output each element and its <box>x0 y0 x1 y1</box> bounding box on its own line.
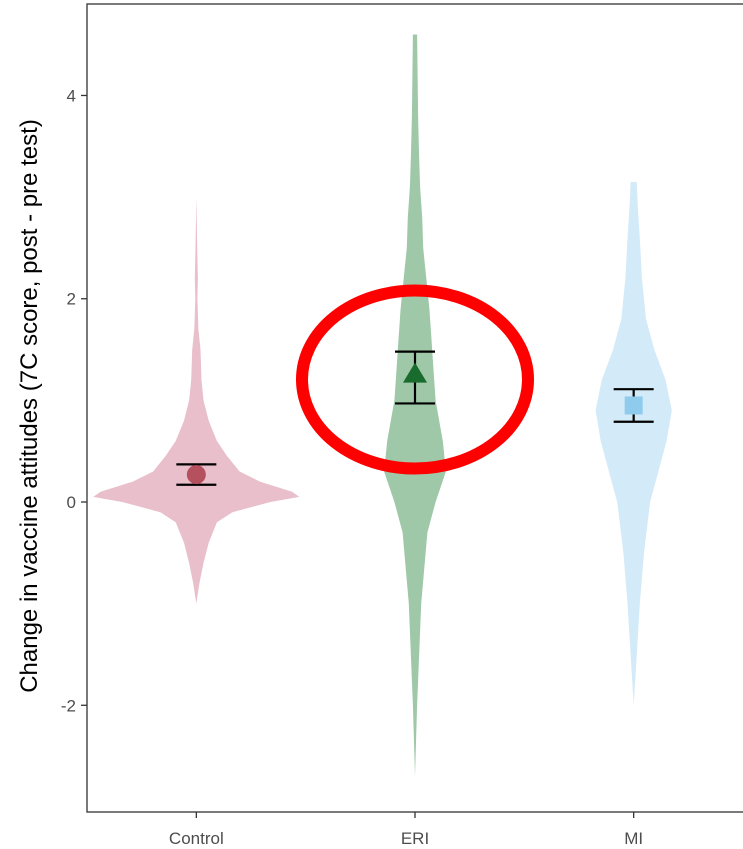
x-axis: Control ERI MI <box>169 812 643 848</box>
violin-layer <box>93 34 672 777</box>
panel-border <box>86 3 743 813</box>
y-tick-label: 4 <box>67 86 76 105</box>
x-tick-label-control: Control <box>169 829 224 848</box>
mean-point-control <box>186 465 206 485</box>
x-tick-label-mi: MI <box>624 829 643 848</box>
y-tick-label: 0 <box>67 493 76 512</box>
errorbar-layer <box>176 350 654 486</box>
mean-point-eri <box>403 362 427 383</box>
violin-eri <box>384 34 446 777</box>
violin-control <box>93 197 300 604</box>
mean-point-mi <box>624 396 643 415</box>
y-tick-label: -2 <box>61 696 76 715</box>
y-axis-title: Change in vaccine attitudes (7C score, p… <box>16 119 43 693</box>
violin-mi <box>595 181 672 706</box>
y-axis: -2 0 2 4 <box>61 86 87 715</box>
mean-point-layer <box>186 362 643 485</box>
x-tick-label-eri: ERI <box>401 829 429 848</box>
highlight-ellipse-annotation <box>296 284 534 475</box>
y-tick-label: 2 <box>67 290 76 309</box>
